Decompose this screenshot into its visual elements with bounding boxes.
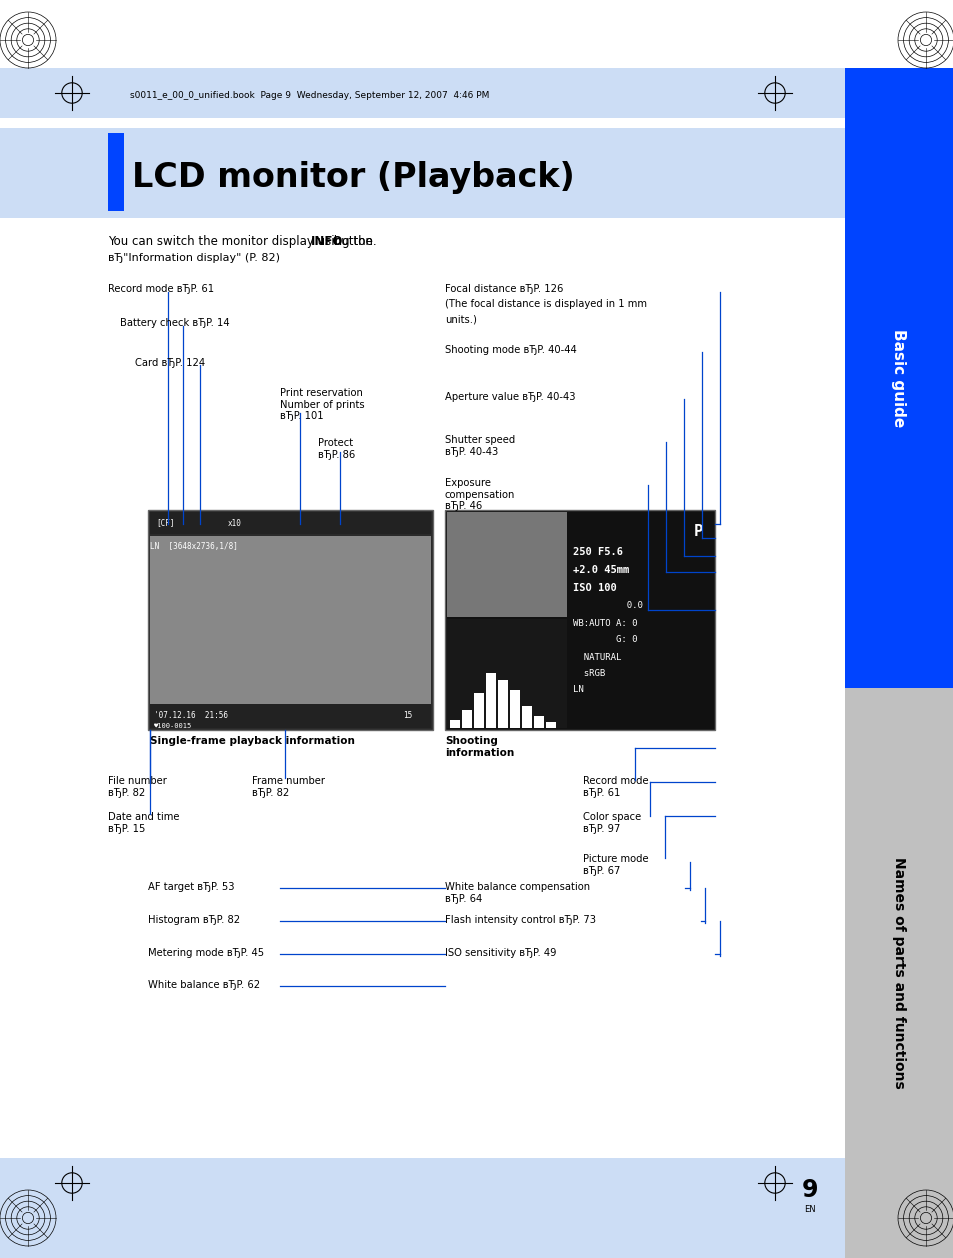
Text: 9: 9 bbox=[801, 1177, 818, 1201]
Bar bbox=[521, 706, 532, 728]
Bar bbox=[447, 619, 566, 728]
Bar bbox=[0, 118, 844, 128]
Text: Exposure
compensation
вЂP. 46: Exposure compensation вЂP. 46 bbox=[444, 478, 515, 511]
Text: Single-frame playback information: Single-frame playback information bbox=[150, 736, 355, 746]
Text: Histogram вЂP. 82: Histogram вЂP. 82 bbox=[148, 915, 240, 925]
Text: ISO sensitivity вЂP. 49: ISO sensitivity вЂP. 49 bbox=[444, 949, 556, 959]
Bar bbox=[150, 704, 431, 728]
Text: WB:AUTO A: 0: WB:AUTO A: 0 bbox=[573, 619, 637, 628]
Text: Shooting
information: Shooting information bbox=[444, 736, 514, 757]
Bar bbox=[108, 133, 124, 211]
Bar bbox=[568, 512, 712, 728]
Text: EN: EN bbox=[803, 1205, 815, 1214]
Text: Record mode
вЂP. 61: Record mode вЂP. 61 bbox=[582, 776, 648, 798]
Text: You can switch the monitor display using the: You can switch the monitor display using… bbox=[108, 235, 376, 248]
Text: 250 F5.6: 250 F5.6 bbox=[573, 547, 622, 557]
Text: P: P bbox=[693, 525, 702, 540]
Bar bbox=[0, 218, 844, 1108]
Text: Frame number
вЂP. 82: Frame number вЂP. 82 bbox=[252, 776, 325, 798]
Text: ♥100-0015: ♥100-0015 bbox=[153, 723, 193, 728]
Text: Color space
вЂP. 97: Color space вЂP. 97 bbox=[582, 811, 640, 834]
Text: Flash intensity control вЂP. 73: Flash intensity control вЂP. 73 bbox=[444, 915, 596, 925]
Bar bbox=[534, 716, 543, 728]
Text: button.: button. bbox=[330, 235, 376, 248]
Text: G: 0: G: 0 bbox=[573, 634, 637, 644]
Text: LN: LN bbox=[573, 684, 583, 693]
Bar bbox=[450, 720, 459, 728]
Bar bbox=[0, 1159, 844, 1258]
Text: Basic guide: Basic guide bbox=[890, 328, 905, 428]
Text: Record mode вЂP. 61: Record mode вЂP. 61 bbox=[108, 284, 213, 294]
Bar bbox=[447, 512, 566, 616]
Text: Picture mode
вЂP. 67: Picture mode вЂP. 67 bbox=[582, 854, 648, 876]
Text: '07.12.16  21:56: '07.12.16 21:56 bbox=[153, 712, 228, 721]
Text: Protect
вЂP. 86: Protect вЂP. 86 bbox=[317, 438, 355, 459]
Text: NATURAL: NATURAL bbox=[573, 653, 620, 662]
Text: Date and time
вЂP. 15: Date and time вЂP. 15 bbox=[108, 811, 179, 834]
Text: вЂ"Information display" (P. 82): вЂ"Information display" (P. 82) bbox=[108, 253, 280, 263]
Text: (The focal distance is displayed in 1 mm: (The focal distance is displayed in 1 mm bbox=[444, 299, 646, 309]
Text: File number
вЂP. 82: File number вЂP. 82 bbox=[108, 776, 167, 798]
Bar bbox=[497, 681, 507, 728]
Bar bbox=[461, 710, 472, 728]
Text: 0.0: 0.0 bbox=[573, 601, 642, 610]
Bar bbox=[0, 128, 844, 218]
Text: ISO 100: ISO 100 bbox=[573, 582, 616, 593]
Text: 15: 15 bbox=[402, 712, 412, 721]
Bar bbox=[150, 536, 431, 704]
Bar bbox=[474, 693, 483, 728]
Text: units.): units.) bbox=[444, 314, 476, 325]
Bar bbox=[150, 512, 431, 533]
Text: LN  [3648x2736,1/8]: LN [3648x2736,1/8] bbox=[150, 541, 237, 551]
Text: +2.0 45mm: +2.0 45mm bbox=[573, 565, 629, 575]
Text: sRGB: sRGB bbox=[573, 668, 604, 678]
Text: Focal distance вЂP. 126: Focal distance вЂP. 126 bbox=[444, 284, 563, 294]
Bar bbox=[0, 0, 953, 68]
Text: Names of parts and functions: Names of parts and functions bbox=[891, 857, 905, 1089]
Text: s0011_e_00_0_unified.book  Page 9  Wednesday, September 12, 2007  4:46 PM: s0011_e_00_0_unified.book Page 9 Wednesd… bbox=[130, 91, 489, 99]
Text: LCD monitor (Playback): LCD monitor (Playback) bbox=[132, 161, 574, 195]
Text: Battery check вЂP. 14: Battery check вЂP. 14 bbox=[120, 318, 230, 328]
Text: Card вЂP. 124: Card вЂP. 124 bbox=[135, 359, 205, 369]
Text: INFO: INFO bbox=[311, 235, 343, 248]
Text: Shutter speed
вЂP. 40-43: Shutter speed вЂP. 40-43 bbox=[444, 435, 515, 457]
Bar bbox=[444, 509, 714, 730]
Bar bbox=[545, 722, 556, 728]
Text: Shooting mode вЂP. 40-44: Shooting mode вЂP. 40-44 bbox=[444, 345, 577, 355]
Bar bbox=[510, 689, 519, 728]
Text: x10: x10 bbox=[228, 518, 242, 527]
Bar bbox=[0, 68, 844, 118]
Bar bbox=[844, 688, 953, 1258]
Text: Print reservation
Number of prints
вЂP. 101: Print reservation Number of prints вЂP. … bbox=[280, 387, 364, 421]
Text: White balance вЂP. 62: White balance вЂP. 62 bbox=[148, 980, 260, 990]
Bar bbox=[485, 673, 496, 728]
Text: [CF]: [CF] bbox=[156, 518, 174, 527]
Text: AF target вЂP. 53: AF target вЂP. 53 bbox=[148, 882, 234, 892]
Text: Aperture value вЂP. 40-43: Aperture value вЂP. 40-43 bbox=[444, 392, 575, 403]
Text: White balance compensation
вЂP. 64: White balance compensation вЂP. 64 bbox=[444, 882, 590, 903]
Bar bbox=[148, 509, 433, 730]
Bar bbox=[844, 68, 953, 688]
Text: Metering mode вЂP. 45: Metering mode вЂP. 45 bbox=[148, 949, 264, 959]
